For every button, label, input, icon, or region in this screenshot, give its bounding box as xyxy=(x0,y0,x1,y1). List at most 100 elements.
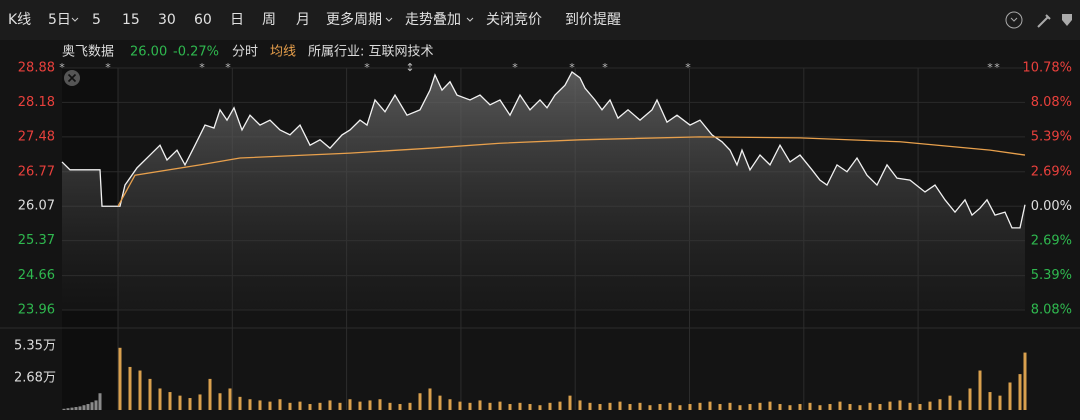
toolbar xyxy=(0,0,1080,40)
volume-bar xyxy=(268,401,272,410)
toolbar-item[interactable]: 到价提醒 xyxy=(565,12,621,28)
volume-bar xyxy=(438,395,442,410)
event-marker: * xyxy=(994,61,1000,74)
volume-bar xyxy=(898,400,902,410)
volume-bar xyxy=(158,388,162,410)
volume-bar xyxy=(618,401,622,410)
volume-bar xyxy=(378,399,382,410)
volume-bar xyxy=(518,402,522,410)
volume-bar xyxy=(788,405,792,410)
volume-bar xyxy=(548,402,552,410)
volume-bar xyxy=(388,402,392,410)
volume-bar xyxy=(688,404,692,410)
volume-bar xyxy=(608,402,612,410)
volume-bar xyxy=(82,405,86,410)
volume-bar xyxy=(968,388,972,410)
toolbar-item[interactable]: 30 xyxy=(158,12,176,28)
toolbar-item[interactable]: 关闭竞价 xyxy=(486,11,542,28)
volume-bar xyxy=(728,402,732,410)
volume-tick-label: 2.68万 xyxy=(14,370,56,385)
event-marker: * xyxy=(569,61,575,74)
y2-tick-label: 5.39% xyxy=(1031,130,1072,145)
volume-bar xyxy=(678,405,682,410)
price-area xyxy=(62,71,1025,310)
volume-bar xyxy=(148,378,152,410)
event-marker: * xyxy=(105,61,111,74)
volume-bar xyxy=(508,404,512,410)
volume-tick-label: 5.35万 xyxy=(14,339,56,354)
toolbar-item[interactable]: K线 xyxy=(8,12,31,28)
y2-tick-label: 2.69% xyxy=(1031,164,1072,179)
toolbar-item[interactable]: 5 xyxy=(92,12,101,28)
volume-bar xyxy=(588,402,592,410)
y2-tick-label: 5.39% xyxy=(1031,268,1072,283)
volume-bar xyxy=(748,404,752,410)
volume-bar xyxy=(738,405,742,410)
volume-bar xyxy=(118,347,122,410)
volume-bar xyxy=(858,405,862,410)
volume-bar xyxy=(248,399,252,410)
toolbar-item[interactable]: 5日 xyxy=(48,12,71,28)
volume-bar xyxy=(74,407,78,410)
y2-tick-label: 0.00% xyxy=(1031,199,1072,214)
volume-bar xyxy=(828,404,832,410)
volume-bar xyxy=(628,404,632,410)
volume-bar xyxy=(798,404,802,410)
volume-bar xyxy=(62,408,66,410)
volume-bar xyxy=(368,400,372,410)
y-tick-label: 23.96 xyxy=(18,303,55,318)
stock-name: 奥飞数据 xyxy=(62,45,114,60)
volume-bar xyxy=(278,399,282,410)
volume-bar xyxy=(668,402,672,410)
volume-bar xyxy=(958,400,962,410)
volume-bar xyxy=(468,402,472,410)
volume-bar xyxy=(878,404,882,410)
volume-bar xyxy=(988,392,992,410)
toolbar-item[interactable]: 周 xyxy=(262,12,276,28)
volume-bar xyxy=(568,395,572,410)
volume-bar xyxy=(228,388,232,410)
volume-bar xyxy=(398,404,402,410)
volume-bar xyxy=(868,402,872,410)
volume-bar xyxy=(1023,352,1027,410)
volume-bar xyxy=(918,404,922,410)
price: 26.00 xyxy=(130,45,167,60)
volume-bar xyxy=(638,402,642,410)
settings-icon[interactable] xyxy=(1005,11,1023,29)
volume-bar xyxy=(138,370,142,410)
toolbar-item[interactable]: 月 xyxy=(296,12,310,28)
volume-bar xyxy=(838,401,842,410)
volume-bar xyxy=(308,404,312,410)
legend-entry: 均线 xyxy=(270,45,296,60)
event-marker: * xyxy=(199,61,205,74)
toolbar-item[interactable]: 走势叠加 xyxy=(405,12,461,28)
toolbar-item[interactable]: 日 xyxy=(230,12,244,28)
event-marker: * xyxy=(225,61,231,74)
y2-tick-label: 10.78% xyxy=(1022,61,1072,76)
y-tick-label: 24.66 xyxy=(18,268,55,283)
volume-bar xyxy=(848,404,852,410)
volume-bar xyxy=(358,401,362,410)
volume-bar xyxy=(648,405,652,410)
chevron xyxy=(1010,17,1018,22)
funnel-icon[interactable] xyxy=(1062,14,1072,26)
brush-icon[interactable] xyxy=(1037,14,1051,28)
volume-bar xyxy=(94,400,98,410)
volume-bar xyxy=(168,392,172,410)
toolbar-item[interactable]: 更多周期 xyxy=(326,11,382,28)
volume-bar xyxy=(698,402,702,410)
volume-bar xyxy=(178,395,182,410)
toolbar-item[interactable]: 15 xyxy=(122,12,140,28)
volume-bar xyxy=(758,402,762,410)
volume-bar xyxy=(90,402,94,410)
event-marker: * xyxy=(987,61,993,74)
volume-bar xyxy=(188,398,192,410)
y-tick-label: 26.77 xyxy=(18,164,55,179)
volume-bar xyxy=(298,401,302,410)
price-line xyxy=(117,136,1026,207)
volume-bar xyxy=(338,402,342,410)
volume-bar xyxy=(498,401,502,410)
volume-bar xyxy=(448,399,452,410)
toolbar-item[interactable]: 60 xyxy=(194,12,212,28)
